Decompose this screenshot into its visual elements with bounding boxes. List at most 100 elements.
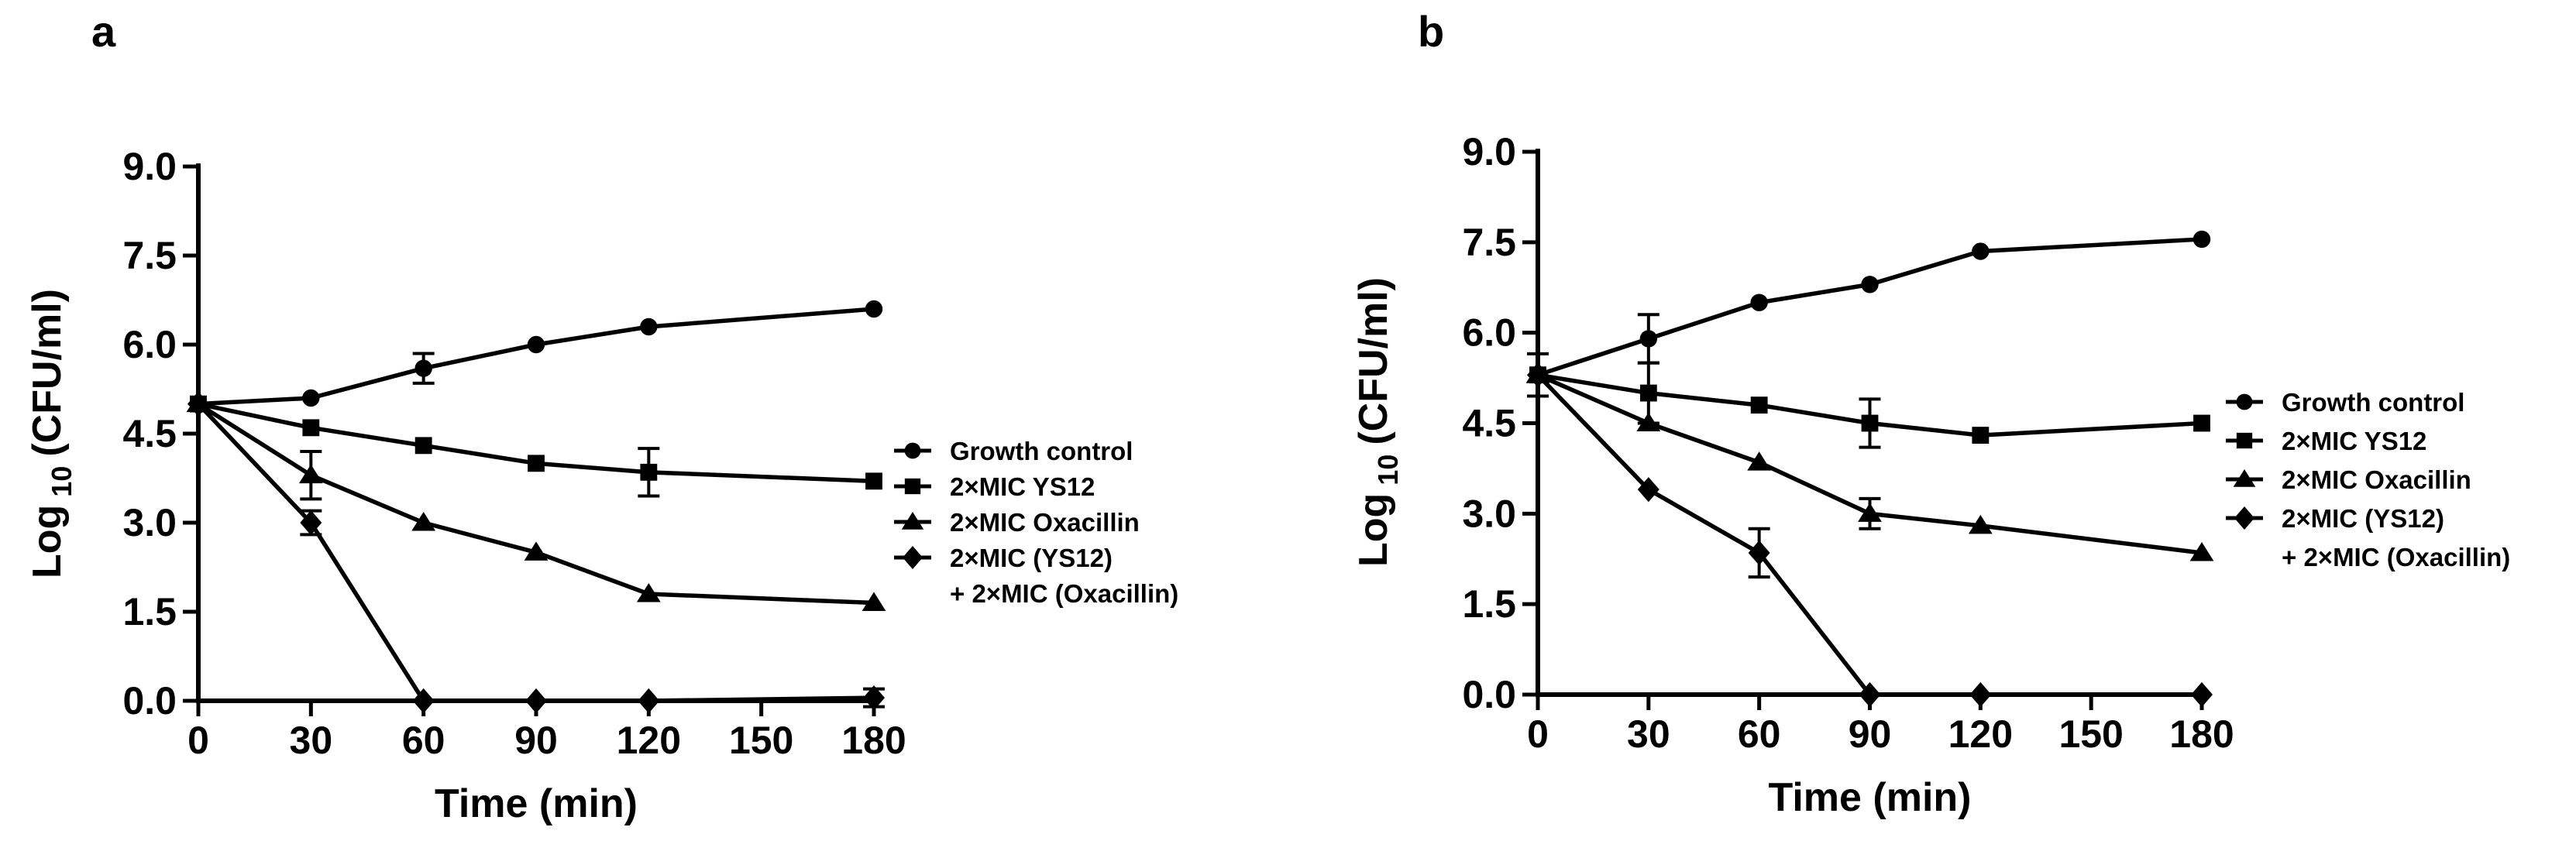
- data-point: [298, 464, 323, 484]
- data-point: [640, 317, 658, 336]
- series-triangle: [186, 393, 886, 611]
- data-point: [2193, 414, 2210, 432]
- series-diamond: [187, 391, 885, 714]
- data-point: [640, 463, 658, 481]
- data-point: [1861, 276, 1879, 293]
- data-point: [412, 688, 435, 714]
- legend-marker: [903, 546, 923, 569]
- data-point: [525, 688, 547, 714]
- y-axis-title-main: Log: [25, 505, 70, 578]
- data-point: [414, 359, 432, 377]
- data-point: [524, 541, 549, 561]
- x-tick-label: 150: [729, 719, 793, 762]
- data-point: [1861, 414, 1879, 432]
- series-line: [197, 402, 875, 606]
- y-tick-label: 3.0: [1462, 492, 1516, 535]
- data-point: [1972, 427, 1990, 444]
- legend-label: 2×MIC YS12: [2282, 427, 2426, 455]
- data-point: [2191, 681, 2213, 708]
- legend-marker: [2236, 432, 2253, 449]
- data-point: [1858, 503, 1882, 522]
- legend-marker: [2234, 506, 2254, 530]
- x-tick-label: 150: [2058, 712, 2123, 756]
- y-tick-label: 0.0: [1462, 673, 1516, 716]
- legend-label: 2×MIC (YS12): [2282, 504, 2444, 533]
- data-point: [1972, 242, 1990, 260]
- legend-marker: [904, 442, 921, 459]
- x-tick-label: 30: [290, 719, 333, 762]
- x-axis-title: Time (min): [435, 781, 638, 826]
- y-tick-label: 3.0: [122, 501, 177, 544]
- data-point: [862, 592, 886, 611]
- y-tick-label: 0.0: [122, 679, 177, 722]
- legend-label: 2×MIC Oxacillin: [2282, 465, 2471, 494]
- y-tick-label: 4.5: [122, 412, 177, 455]
- data-point: [863, 685, 885, 711]
- series-line: [1537, 237, 2203, 377]
- data-point: [411, 512, 436, 531]
- legend-label: Growth control: [2282, 388, 2464, 417]
- data-point: [636, 583, 661, 602]
- series-line: [1537, 372, 2203, 438]
- data-point: [1636, 412, 1661, 431]
- data-point: [187, 391, 209, 417]
- x-tick-label: 120: [617, 719, 681, 762]
- x-axis-title: Time (min): [1769, 775, 1972, 820]
- x-tick-label: 30: [1627, 712, 1670, 756]
- data-point: [1639, 330, 1658, 348]
- data-point: [302, 419, 320, 437]
- series-line: [198, 401, 875, 484]
- series-square: [1529, 361, 2210, 449]
- series-line: [197, 402, 875, 703]
- x-tick-label: 180: [2169, 712, 2234, 756]
- y-tick-label: 4.5: [1462, 402, 1516, 445]
- y-axis-title-main: Log: [1351, 493, 1396, 567]
- data-point: [1750, 396, 1768, 414]
- series-circle: [189, 300, 883, 413]
- legend-label-continuation: + 2×MIC (Oxacillin): [2282, 543, 2510, 571]
- data-point: [2189, 541, 2214, 561]
- data-point: [527, 335, 545, 354]
- y-tick-label: 9.0: [1462, 130, 1516, 173]
- data-point: [1527, 362, 1549, 388]
- legend-marker: [2236, 393, 2253, 410]
- data-point: [1747, 451, 1772, 471]
- series-circle: [1527, 230, 2211, 398]
- y-tick-label: 7.5: [1462, 221, 1516, 264]
- series-line: [198, 307, 875, 407]
- y-tick-label: 9.0: [122, 145, 177, 188]
- data-point: [865, 300, 883, 318]
- data-point: [1969, 681, 1992, 708]
- x-tick-label: 180: [841, 719, 906, 762]
- data-point: [1748, 540, 1770, 566]
- data-point: [865, 472, 882, 490]
- x-tick-label: 90: [514, 719, 558, 762]
- legend-marker: [2233, 469, 2256, 487]
- y-axis-title: Log 10 (CFU/ml): [25, 289, 77, 578]
- panel-a-chart: a 0.0 1.5 3.0 4.5 6.0 7.5 9.0 0 30 60 90 120 150 180 T…: [25, 7, 1178, 826]
- data-point: [1639, 384, 1657, 402]
- x-tick-label: 60: [402, 719, 445, 762]
- data-point: [1637, 477, 1659, 503]
- y-axis-title-subscript: 10: [46, 466, 77, 497]
- legend-marker: [904, 478, 921, 495]
- data-point: [1859, 681, 1881, 708]
- y-axis-title: Log 10 (CFU/ml): [1351, 277, 1404, 567]
- panel-a-letter: a: [91, 7, 116, 56]
- x-tick-label: 0: [1527, 712, 1549, 756]
- legend-label-continuation: + 2×MIC (Oxacillin): [950, 579, 1178, 608]
- y-axis-title-unit: (CFU/ml): [25, 289, 70, 457]
- series-line: [1536, 373, 2202, 697]
- data-point: [638, 688, 660, 714]
- x-tick-label: 60: [1738, 712, 1781, 756]
- panel-b-letter: b: [1418, 7, 1444, 56]
- panel-b-chart: b 0.0 1.5 3.0 4.5 6.0 7.5 9.0 0 30 60 90 120 150 180 T…: [1351, 7, 2510, 820]
- data-point: [414, 437, 432, 455]
- data-point: [300, 510, 322, 536]
- series-diamond: [1527, 362, 2213, 708]
- legend-label: 2×MIC (YS12): [950, 544, 1113, 572]
- series-square: [190, 395, 882, 498]
- legend-marker: [901, 512, 924, 530]
- legend-label: 2×MIC YS12: [950, 472, 1095, 501]
